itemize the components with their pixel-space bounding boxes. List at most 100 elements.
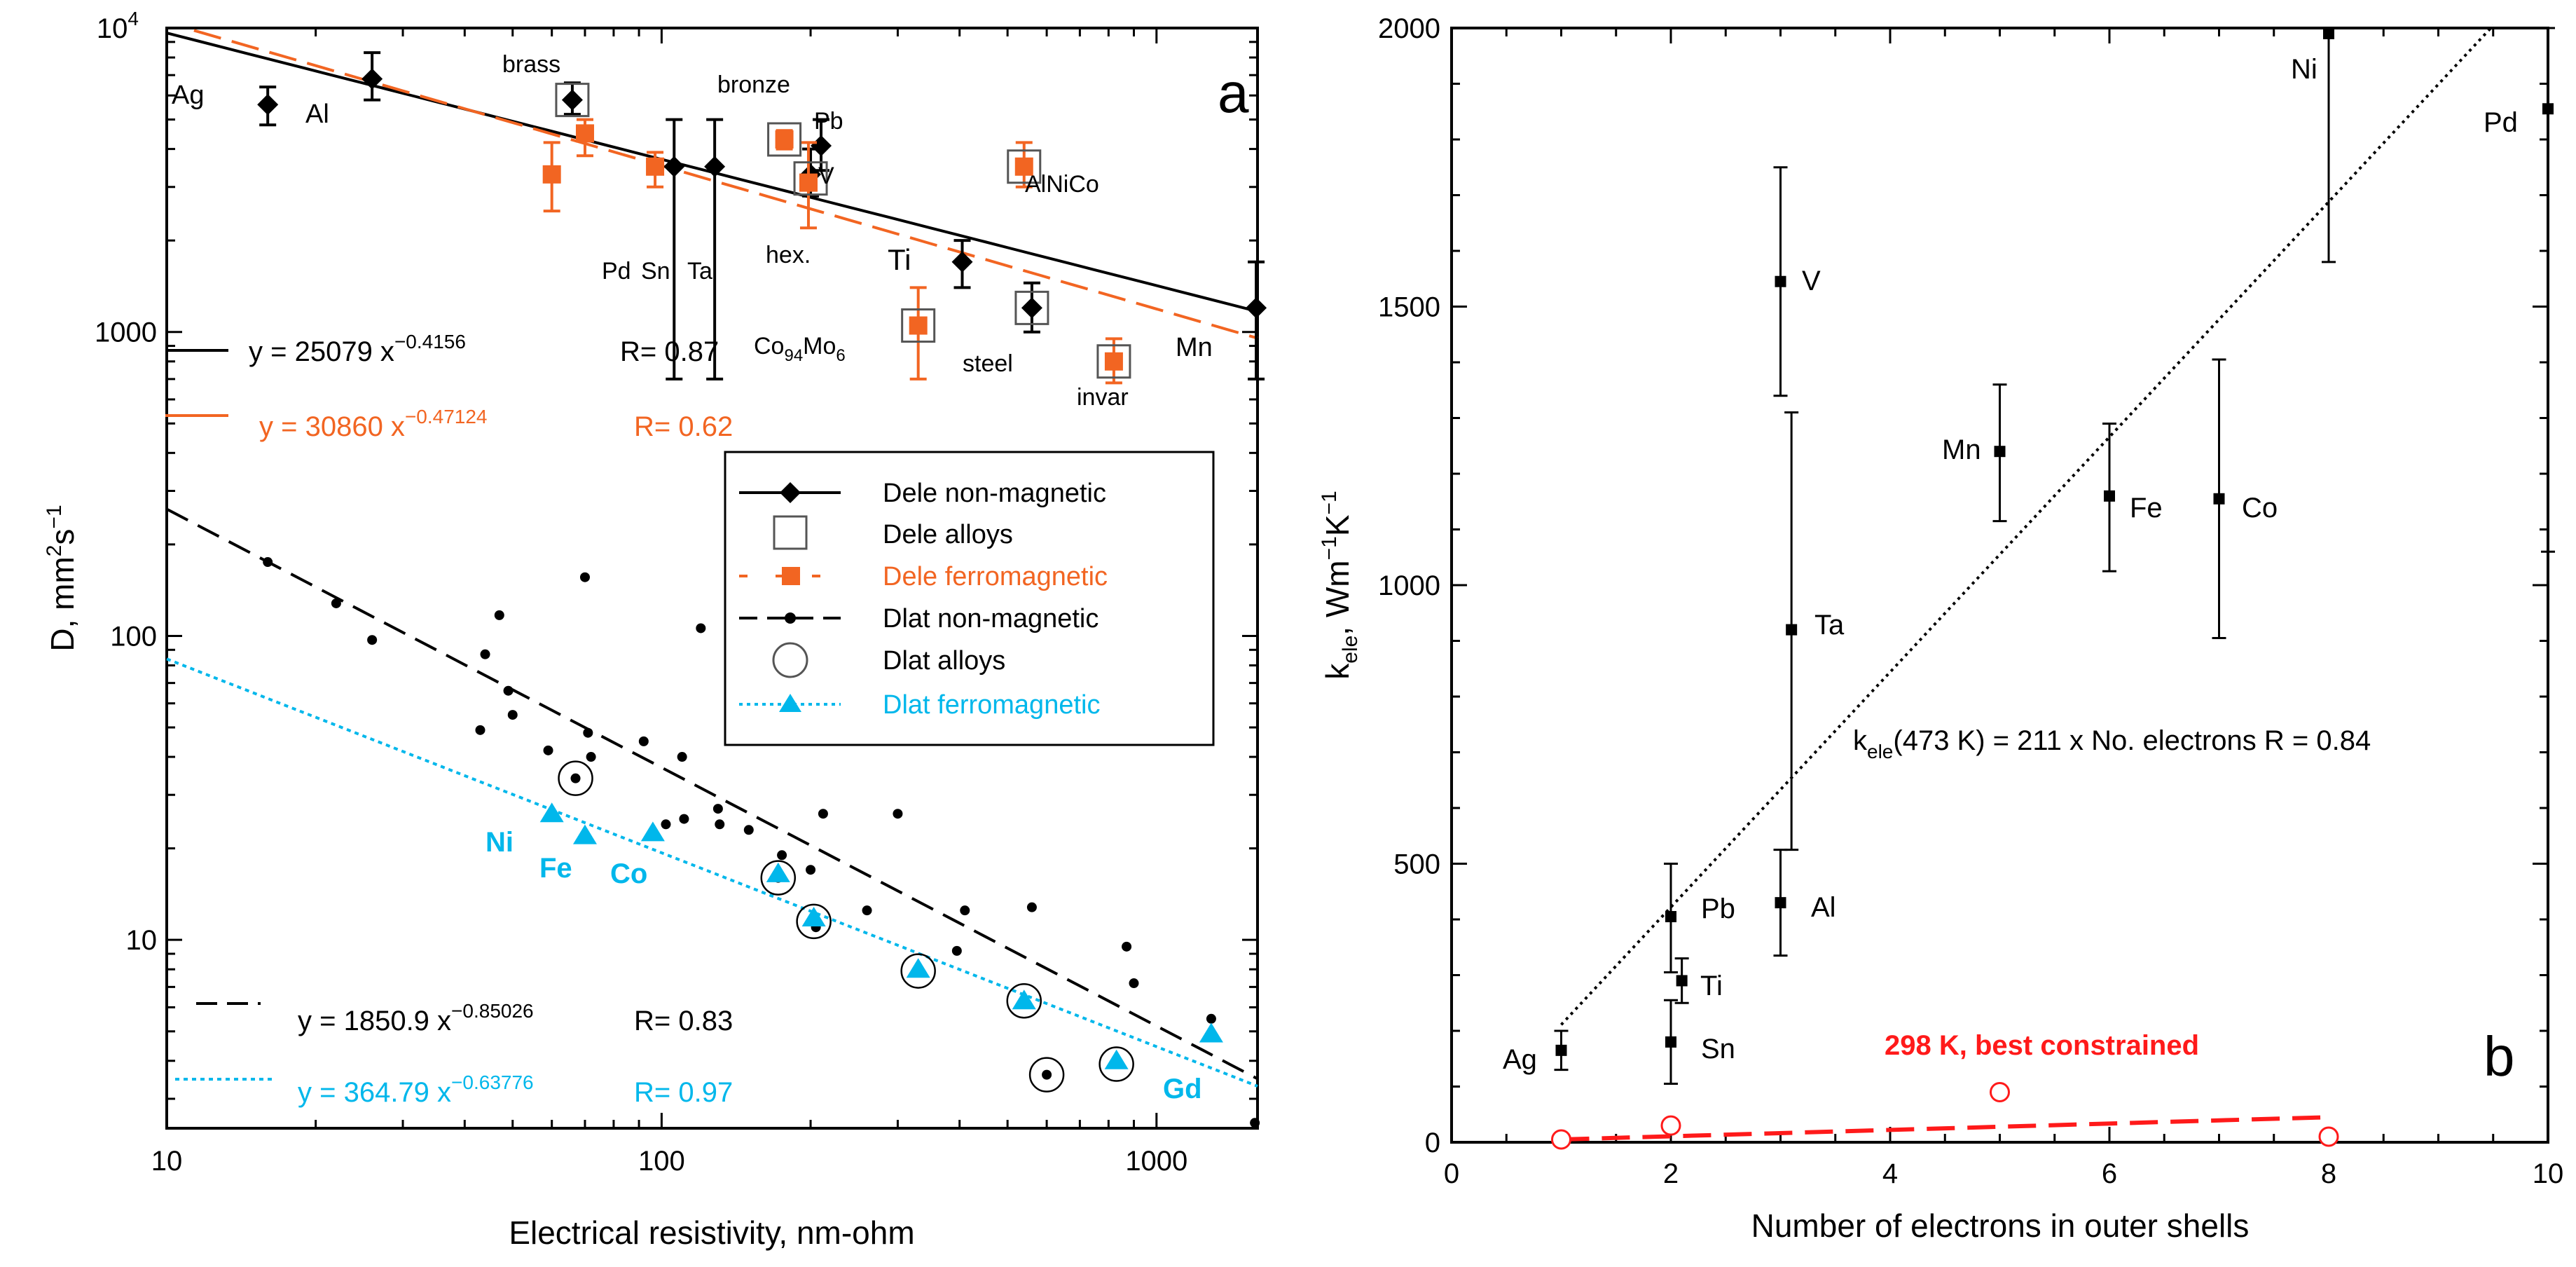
dlat-alloy-marker — [796, 903, 832, 940]
dele-alloy-marker — [901, 308, 936, 343]
panel-a-label: a — [1218, 62, 1249, 124]
dele-ferro-point — [1014, 157, 1033, 176]
legend-item-dele-alloys: Dele alloys — [773, 515, 1013, 550]
dele-ferro-point — [542, 165, 561, 184]
x-tick-label: 8 — [2321, 1158, 2336, 1189]
dlat-ferro-point — [572, 824, 597, 844]
open-circle-marker-icon — [772, 642, 808, 678]
fit-r-dele-nonmag: R= 0.87 — [620, 336, 719, 367]
panel-a-y-axis-label: D, mm2s−1 — [43, 505, 81, 651]
panel-b-ticks: 0 2 4 6 8 10 0 500 1000 1500 2000 — [1378, 13, 2563, 1189]
fit-eq-dele-ferro: y = 30860 x−0.47124 — [259, 406, 488, 442]
dele-alloy-marker — [1007, 149, 1042, 184]
dlat-nonmag-point — [583, 727, 593, 738]
kele-298k-point — [1660, 1115, 1681, 1136]
label-sn-b: Sn — [1701, 1034, 1735, 1064]
dele-nonmag-point — [561, 89, 583, 111]
dlat-nonmag-point — [806, 865, 816, 875]
y-tick-label: 104 — [97, 8, 139, 44]
x-tick-label: 100 — [638, 1146, 685, 1177]
dele-nonmag-point — [361, 68, 383, 90]
y-tick-label: 500 — [1393, 849, 1440, 880]
dele-nonmag-point — [1021, 297, 1042, 319]
kele-point — [2323, 27, 2334, 39]
legend-label: Dele ferromagnetic — [883, 562, 1108, 591]
x-tick-label: 10 — [151, 1146, 183, 1177]
dlat-nonmag-point — [679, 814, 689, 824]
legend-item-dele-nonmag: Dele non-magnetic — [739, 479, 1106, 508]
label-ni-b: Ni — [2291, 54, 2317, 85]
kele-point — [1786, 624, 1798, 636]
legend-label: Dlat alloys — [883, 646, 1005, 676]
dlat-nonmag-point — [586, 752, 596, 762]
panel-b-chart: 0 2 4 6 8 10 0 500 1000 1500 2000 Ag Pb Ti Sn V Ta… — [1318, 13, 2563, 1244]
dlat-nonmag-point — [507, 710, 518, 720]
kele-point — [1555, 1044, 1567, 1056]
dlat-alloy-marker — [1098, 1046, 1134, 1082]
label-mn-b: Mn — [1942, 434, 1981, 465]
dlat-nonmag-point — [579, 572, 590, 582]
dlat-nonmag-point — [570, 773, 581, 783]
x-tick-label: 4 — [1882, 1158, 1898, 1189]
label-ag-b: Ag — [1503, 1044, 1537, 1075]
dlat-alloy-marker — [760, 860, 797, 896]
panel-a-plot-frame — [165, 27, 1259, 1130]
dlat-ferro-point — [640, 821, 665, 842]
label-ta: Ta — [687, 258, 712, 285]
dlat-nonmag-point — [777, 850, 787, 861]
dele-nonmag-point — [1246, 297, 1267, 319]
label-co-lat: Co — [610, 858, 647, 889]
dlat-nonmag-point — [331, 598, 341, 608]
x-tick-label: 2 — [1663, 1158, 1679, 1189]
dlat-nonmag-point — [1026, 902, 1037, 912]
kele-point — [2213, 493, 2225, 505]
dele-alloy-marker — [767, 122, 802, 157]
label-pd: Pd — [602, 258, 631, 285]
label-fe-lat: Fe — [539, 853, 572, 884]
dele-alloy-marker — [555, 83, 590, 118]
dlat-ferro-point — [766, 862, 790, 882]
dot-marker-icon — [785, 612, 796, 624]
panel-a-ticks: 10 100 1000 10 100 1000 104 — [95, 8, 1258, 1177]
legend-item-dlat-ferro: Dlat ferromagnetic — [739, 690, 1100, 720]
legend-label: Dlat non-magnetic — [883, 604, 1098, 634]
dlat-ferro-point — [801, 907, 826, 927]
kele-point — [1665, 1036, 1676, 1048]
diamond-marker-icon — [780, 482, 801, 503]
legend-label: Dlat ferromagnetic — [883, 690, 1100, 720]
fit-line — [166, 507, 1258, 1081]
dlat-nonmag-point — [1129, 978, 1139, 989]
kele-298k-point — [1551, 1129, 1571, 1150]
dlat-alloy-marker — [558, 760, 593, 796]
label-steel: steel — [963, 350, 1013, 377]
label-ti-b: Ti — [1700, 971, 1723, 1001]
dele-nonmag-point — [811, 135, 832, 156]
dlat-nonmag-point — [1206, 1013, 1216, 1024]
label-invar: invar — [1077, 384, 1129, 411]
dlat-alloy-marker — [900, 953, 936, 989]
label-al-b: Al — [1811, 892, 1836, 923]
dlat-nonmag-point — [1042, 1069, 1052, 1080]
dele-nonmag-point — [257, 94, 279, 116]
fit-line-298k — [1561, 1115, 2329, 1142]
square-marker-icon — [782, 567, 800, 585]
kele-point — [1775, 275, 1786, 287]
x-tick-label: 6 — [2102, 1158, 2117, 1189]
kele-298k-point — [1990, 1081, 2010, 1102]
dlat-alloy-marker — [1006, 982, 1042, 1019]
y-tick-label: 1000 — [1378, 570, 1440, 601]
dele-ferro-point — [909, 316, 928, 335]
dlat-nonmag-point — [712, 804, 723, 814]
dlat-alloy-marker — [1028, 1057, 1065, 1093]
dlat-ferro-point — [1104, 1049, 1129, 1069]
label-fe-b: Fe — [2130, 493, 2163, 523]
kele-298k-point — [2318, 1126, 2339, 1147]
label-bronze: bronze — [717, 71, 790, 98]
label-pb: Pb — [814, 108, 843, 135]
legend-item-dele-ferro: Dele ferromagnetic — [739, 562, 1108, 591]
fit-eq-kele: kele(473 K) = 211 x No. electrons R = 0.… — [1853, 725, 2371, 762]
triangle-marker-icon — [779, 694, 801, 712]
fit-r-dlat-ferro: R= 0.97 — [634, 1077, 733, 1108]
label-co94mo6: Co94Mo6 — [754, 333, 846, 365]
